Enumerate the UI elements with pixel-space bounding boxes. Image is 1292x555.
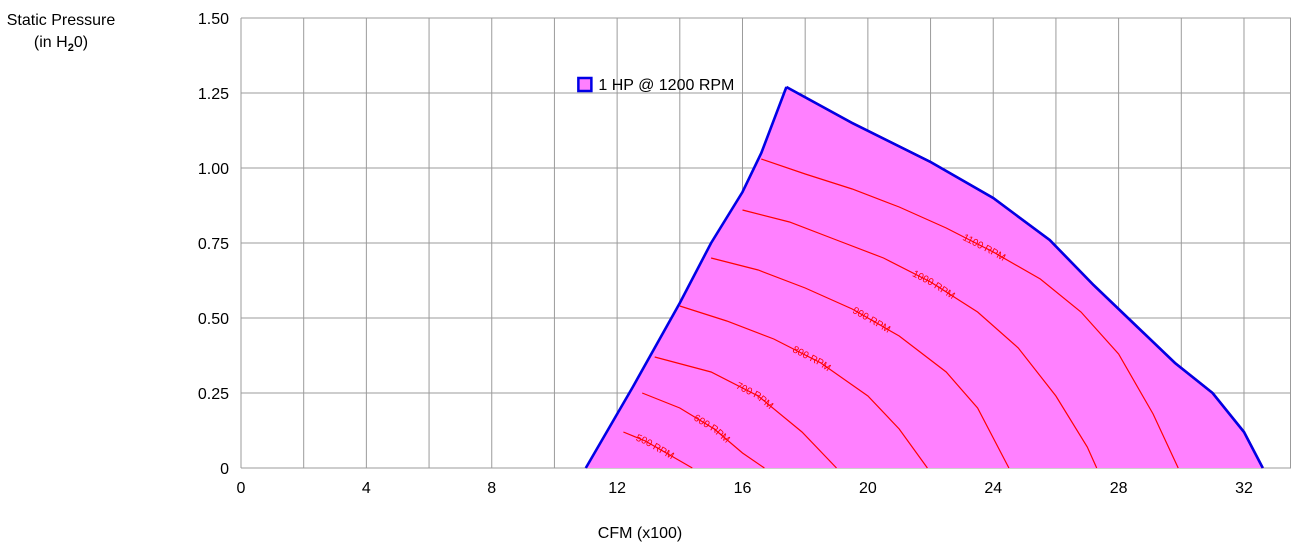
y-tick-label: 0.50 <box>198 311 229 328</box>
x-tick-label: 32 <box>1235 480 1253 497</box>
x-tick-label: 4 <box>362 480 371 497</box>
rpm-curve <box>623 431 693 469</box>
rpm-curve <box>761 158 1179 469</box>
y-tick-label: 1.50 <box>198 11 229 28</box>
rpm-curve <box>679 305 928 469</box>
x-tick-label: 0 <box>237 480 246 497</box>
x-tick-label: 12 <box>608 480 626 497</box>
performance-area <box>585 87 1263 468</box>
y-axis-label-line2-post: 0) <box>73 34 89 51</box>
x-tick-label: 28 <box>1110 480 1128 497</box>
y-tick-label: 1.25 <box>198 86 229 103</box>
y-axis-label-line2-sub: 2 <box>67 42 74 55</box>
operating-region-fill <box>585 87 1263 468</box>
y-tick-label: 0 <box>220 461 229 478</box>
legend: 1 HP @ 1200 RPM <box>577 76 734 94</box>
y-axis-label-line2-pre: (in H <box>33 34 68 51</box>
x-tick-label: 20 <box>859 480 877 497</box>
rpm-curve <box>742 209 1098 469</box>
legend-swatch <box>577 76 593 93</box>
y-tick-label: 0.25 <box>198 386 229 403</box>
x-tick-label: 8 <box>487 480 496 497</box>
y-axis-label: Static Pressure (in H20) <box>0 10 122 59</box>
upper-boundary-line <box>785 85 1264 469</box>
tick-labels: 0 4 8 12 16 20 24 28 32 0 0.25 0.50 0.75 1.00 1.25 1.50 <box>198 11 1253 497</box>
y-axis-label-line1: Static Pressure <box>6 12 116 29</box>
rpm-curve <box>641 392 765 469</box>
y-tick-label: 1.00 <box>198 161 229 178</box>
rpm-curve <box>710 257 1010 469</box>
x-tick-label: 24 <box>984 480 1002 497</box>
y-axis-label-line2: (in H20) <box>0 32 122 59</box>
legend-label: 1 HP @ 1200 RPM <box>598 77 734 94</box>
x-axis-label: CFM (x100) <box>597 525 683 542</box>
x-tick-label: 16 <box>734 480 752 497</box>
rpm-curve <box>654 356 837 469</box>
y-tick-label: 0.75 <box>198 236 229 253</box>
left-boundary-line <box>584 86 788 469</box>
